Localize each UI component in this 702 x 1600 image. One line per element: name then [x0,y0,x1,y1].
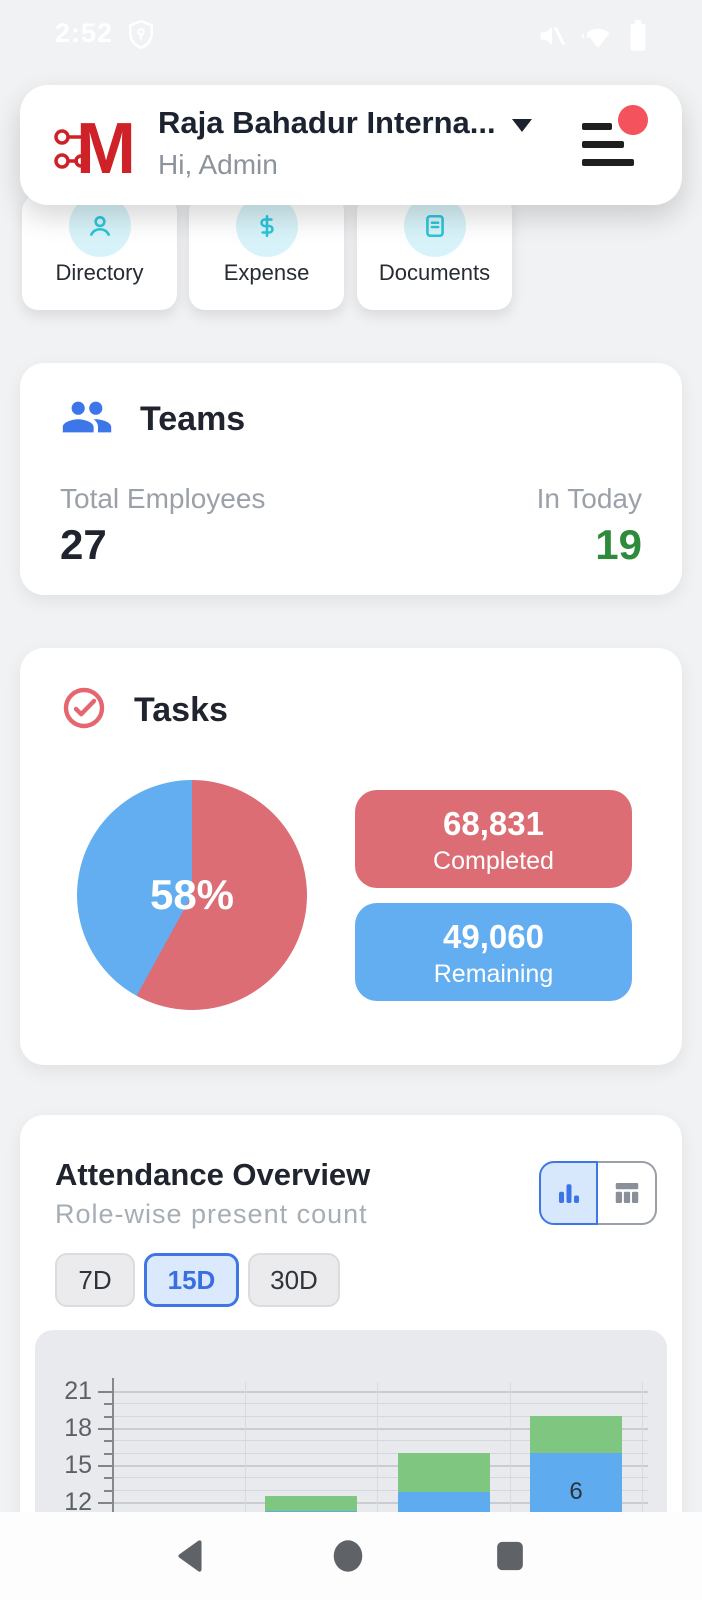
back-button[interactable] [168,1534,212,1578]
company-selector[interactable]: Raja Bahadur Interna... [158,105,538,141]
back-icon [178,1540,202,1572]
bar-chart-icon [558,1184,579,1203]
check-circle-icon [60,684,108,737]
completed-value: 68,831 [443,805,544,842]
menu-button[interactable] [582,105,648,173]
home-button[interactable] [326,1534,370,1578]
tile-label: Directory [55,260,144,285]
table-view-button[interactable] [598,1161,657,1225]
expense-icon [235,195,298,257]
range-15d-button[interactable]: 15D [144,1253,239,1307]
y-tick-label: 18 [64,1413,92,1442]
teams-title: Teams [140,400,246,438]
menu-icon [582,123,612,130]
people-icon [60,395,114,444]
svg-text:M: M [76,109,136,189]
bar-segment-green [264,1495,357,1511]
tasks-pie: 58% [77,780,307,1010]
teams-card: Teams Total Employees 27 In Today 19 [20,363,682,595]
completed-pill: 68,831 Completed [355,790,632,888]
range-7d-button[interactable]: 7D [55,1253,135,1307]
y-tick-label: 15 [64,1450,92,1479]
attendance-subtitle: Role-wise present count [55,1199,368,1229]
completed-label: Completed [433,847,554,875]
chart-view-button[interactable] [539,1161,598,1225]
app-logo: M [52,101,142,194]
tile-directory[interactable]: Directory [22,195,177,310]
company-name: Raja Bahadur Interna... [158,105,496,140]
status-bar: 2:52 [0,0,702,70]
bar-segment-green [397,1452,490,1493]
bar-value-label: 6 [569,1478,583,1506]
recents-button[interactable] [488,1534,532,1578]
tile-label: Documents [378,260,491,285]
pie-percent-label: 58% [149,871,235,918]
tile-expense[interactable]: Expense [189,195,344,310]
attendance-title: Attendance Overview [55,1157,371,1192]
chevron-down-icon [511,118,532,132]
header-card: M Raja Bahadur Interna... Hi, Admin [20,85,682,205]
range-selector: 7D 15D 30D [55,1253,340,1307]
tasks-title: Tasks [134,691,228,729]
greeting-text: Hi, Admin [158,149,278,180]
tile-documents[interactable]: Documents [357,195,512,310]
vpn-shield-icon [128,19,154,55]
tasks-card: Tasks 58% 68,831 Completed 49,060 Remain… [20,648,682,1065]
battery-icon [629,20,647,57]
view-toggle [539,1161,657,1225]
volume-muted-icon [537,21,567,56]
wifi-icon [581,21,615,56]
remaining-value: 49,060 [443,918,544,955]
directory-icon [68,195,131,257]
y-tick-label: 21 [64,1377,92,1405]
notification-dot [618,105,648,135]
bar-segment-green [530,1415,623,1453]
tile-label: Expense [223,260,310,285]
in-today-label: In Today [536,483,642,514]
remaining-label: Remaining [433,960,554,988]
status-time: 2:52 [55,18,114,48]
recents-icon [497,1541,523,1571]
y-tick-label: 12 [64,1487,92,1516]
remaining-pill: 49,060 Remaining [355,903,632,1001]
total-employees-value: 27 [60,521,107,568]
android-nav-bar [0,1512,702,1600]
in-today-value: 19 [595,521,642,568]
home-icon [333,1540,363,1572]
range-30d-button[interactable]: 30D [248,1253,340,1307]
total-employees-label: Total Employees [60,483,266,514]
documents-icon [403,195,466,257]
table-icon [615,1183,638,1203]
